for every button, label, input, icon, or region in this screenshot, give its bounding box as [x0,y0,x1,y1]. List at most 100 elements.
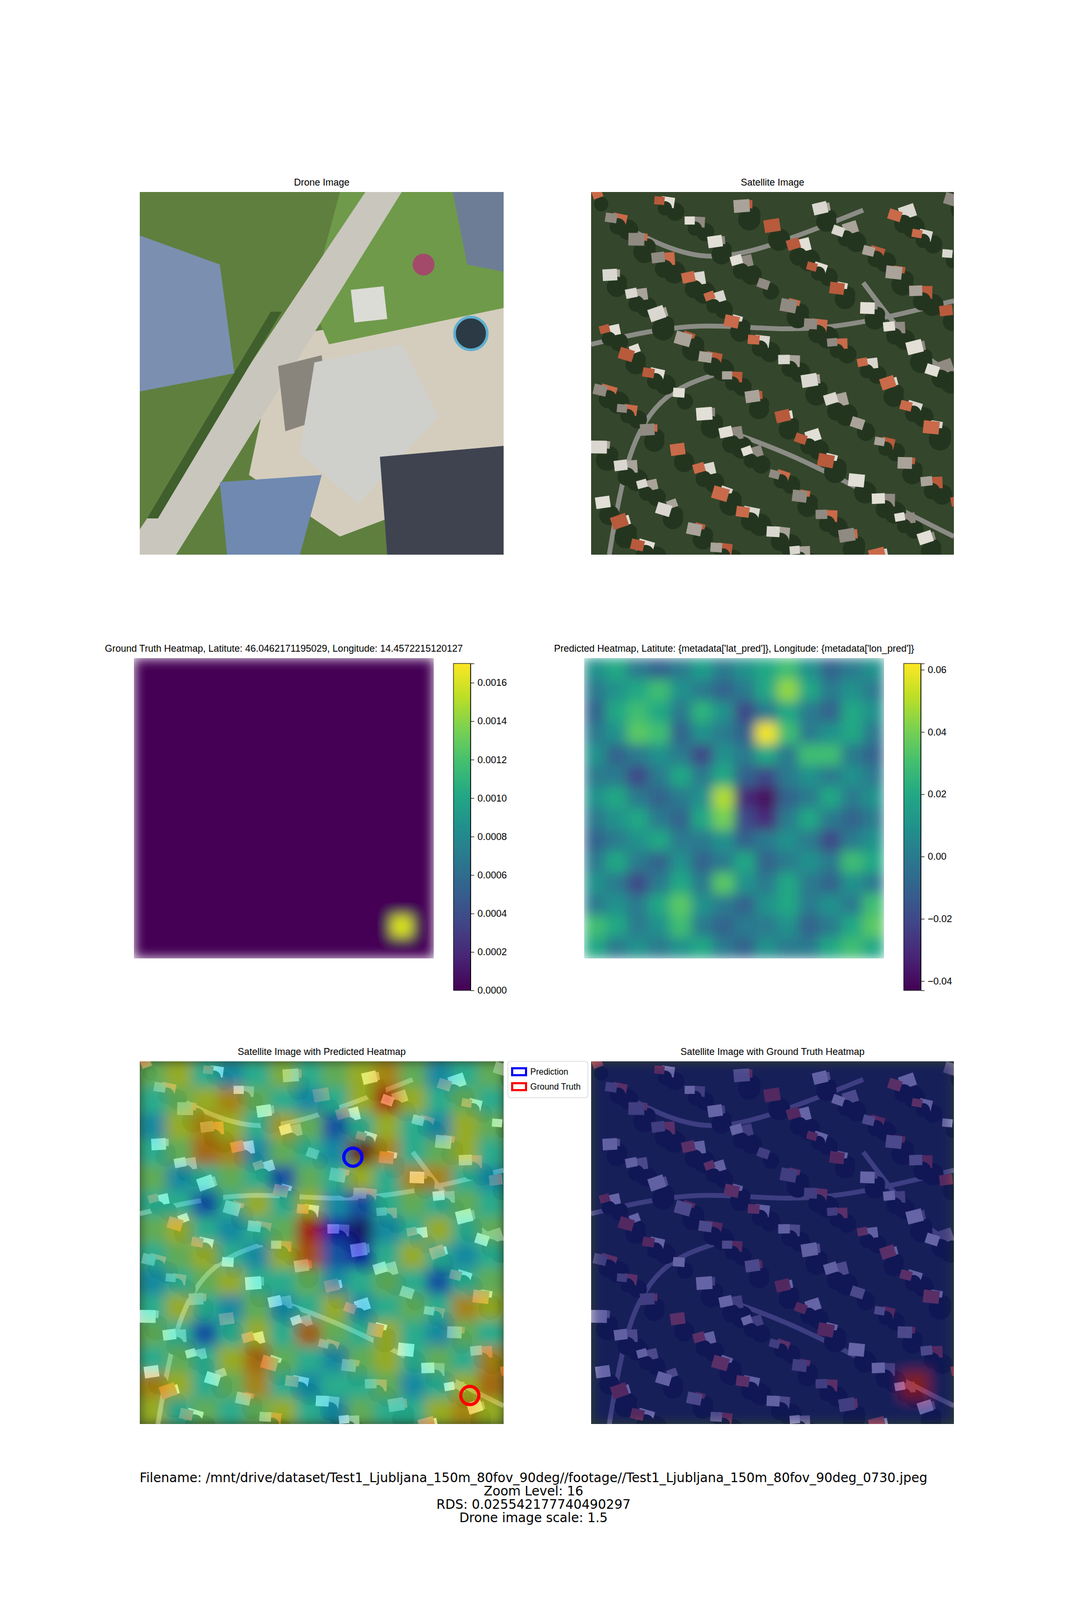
heatmap-cell [321,1243,348,1270]
panel-0 [139,192,504,555]
heatmap-cell [262,916,285,938]
heatmap-cell [776,658,799,681]
heatmap-cell [694,1113,721,1140]
heatmap-cell [626,830,649,852]
heatmap-cell [283,894,306,917]
heatmap-cell [669,1216,696,1244]
heatmap-cell [373,1087,400,1114]
heatmap-cell [399,1087,426,1114]
heatmap-cell [133,872,156,895]
heatmap-cell [902,1113,929,1140]
heatmap-cell [605,744,628,767]
heatmap-cell [412,916,434,938]
road [412,1152,505,1244]
heatmap-cell [776,851,799,874]
heatmap-cell [669,1346,696,1373]
heatmap-cell [746,1269,773,1296]
heatmap-cell [133,744,156,767]
heatmap-cell [734,701,756,723]
heatmap-cell [305,786,328,809]
heatmap-cell [155,830,178,852]
tick-mark [920,856,925,858]
heatmap-cell [347,1216,374,1244]
heatmap-cell [283,765,306,788]
heatmap-cell [720,1269,747,1296]
heatmap-cell [850,1346,877,1373]
heatmap-cell [819,872,842,895]
heatmap-cell [902,1216,929,1244]
heatmap-cell [262,808,285,831]
heatmap-cell [584,679,607,702]
heatmap-cell [850,1269,877,1296]
house [826,337,838,347]
heatmap-cell [605,808,628,831]
house [868,546,887,555]
heatmap-cell [584,851,607,874]
heatmap-cell [712,722,735,745]
heatmap-cell [165,1191,193,1218]
heatmap-cell [798,1216,825,1244]
house [686,522,703,537]
heatmap-cell [712,830,735,852]
house [924,363,941,378]
heatmap-cell [772,1294,799,1321]
heatmap-cell [776,830,799,852]
heatmap-cell [262,744,285,767]
heatmap-cell [369,916,392,938]
footer-line: Zoom Level: 16 [483,1484,584,1500]
heatmap-cell [755,744,778,767]
image-background [139,1061,504,1425]
tree [743,454,759,469]
house [887,208,903,223]
heatmap-cell [694,1243,721,1270]
heatmap-cell [584,744,607,767]
house [831,224,846,238]
heatmap-cell [746,1243,773,1270]
heatmap-cell [347,872,370,895]
heatmap-cell [876,1320,903,1348]
heatmap-cell [477,1165,504,1192]
heatmap-cell [772,1320,799,1348]
heatmap-cell [734,658,756,681]
heatmap-cell [197,701,220,723]
heatmap-cell [133,658,156,681]
heatmap-cell [927,1139,954,1166]
heatmap-cell [217,1216,244,1244]
heatmap-cell [798,658,820,681]
heatmap-cell [605,830,628,852]
heatmap-cell [824,1294,851,1321]
heatmap-cell [670,786,692,809]
heatmap-cell [798,916,820,938]
house [774,408,792,424]
tree [594,197,609,212]
heatmap-cell [269,1346,297,1373]
heatmap-cell [862,744,885,767]
heatmap-cell [584,786,607,809]
roof [219,474,322,555]
heatmap-cell [321,1113,348,1140]
house [791,489,808,504]
heatmap-cell [269,1113,297,1140]
heatmap-cell [841,679,864,702]
heatmap-cell [626,765,649,788]
house [740,445,753,457]
house [862,244,876,257]
house [766,526,780,538]
heatmap-cell [241,722,264,745]
heatmap-cell [477,1294,504,1321]
heatmap-cell [850,1320,877,1348]
heatmap-cell [399,1061,426,1088]
heatmap-cell [876,1165,903,1192]
heatmap-cell [617,1087,644,1114]
heatmap-cell [217,1320,244,1348]
heatmap-cell [347,1294,374,1321]
heatmap-cell [798,1346,825,1373]
heatmap-cell [326,830,349,852]
heatmap-cell [165,1269,193,1296]
house [897,457,913,470]
tick-label: 0.02 [927,789,947,800]
heatmap-cell [326,937,349,959]
heatmap-cell [584,894,607,917]
heatmap-cell [477,1320,504,1348]
heatmap-cell [734,916,756,938]
